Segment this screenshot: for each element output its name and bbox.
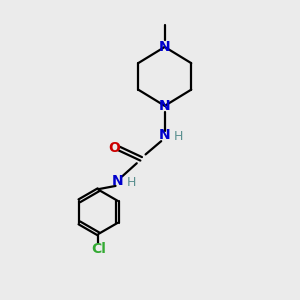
Text: Cl: Cl	[91, 242, 106, 256]
Text: N: N	[159, 128, 170, 142]
Text: N: N	[159, 40, 170, 54]
Text: H: H	[173, 130, 183, 143]
Text: H: H	[127, 176, 136, 190]
Text: O: O	[108, 141, 120, 154]
Text: N: N	[159, 99, 170, 113]
Text: N: N	[112, 174, 123, 188]
